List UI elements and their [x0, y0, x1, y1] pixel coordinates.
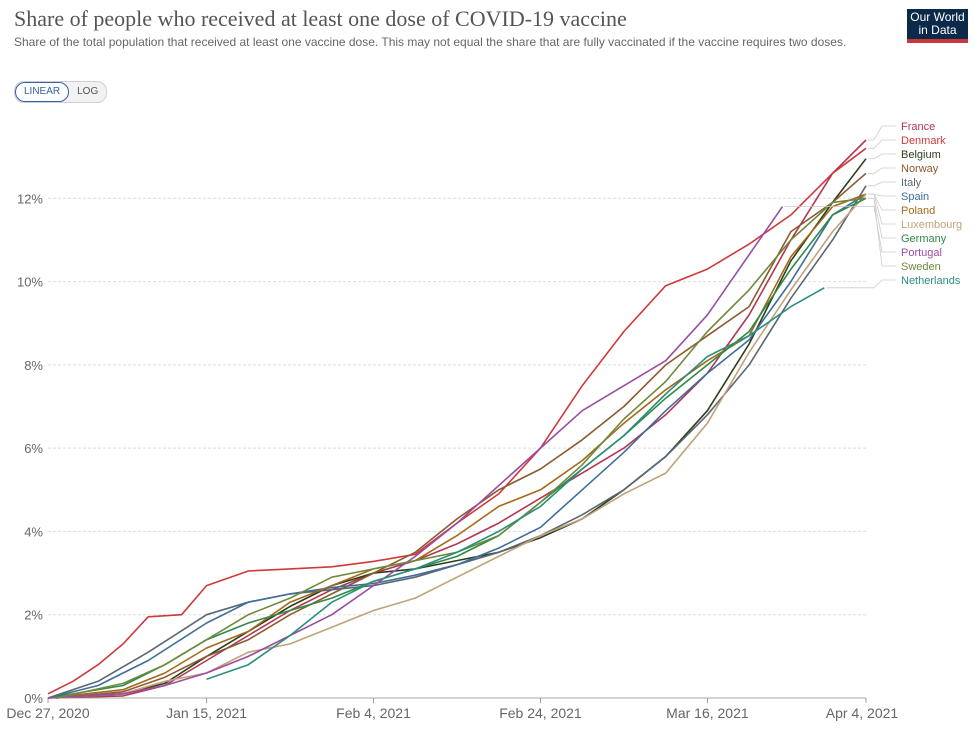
legend-label-france[interactable]: France: [901, 121, 935, 133]
legend-connector: [868, 193, 896, 225]
legend-label-italy[interactable]: Italy: [901, 177, 922, 189]
series-line-sweden[interactable]: [56, 197, 867, 699]
series-line-portugal[interactable]: [47, 206, 784, 699]
legend-connector: [868, 197, 896, 267]
x-tick-label: Feb 4, 2021: [336, 705, 411, 721]
chart-subtitle: Share of the total population that recei…: [14, 35, 847, 49]
y-tick-label: 0%: [24, 691, 43, 706]
legend-connector: [868, 139, 896, 149]
legend-label-netherlands[interactable]: Netherlands: [901, 275, 961, 287]
x-tick-label: Mar 16, 2021: [666, 705, 749, 721]
y-tick-label: 6%: [24, 441, 43, 456]
series-line-germany[interactable]: [47, 197, 867, 699]
owid-logo[interactable]: Our World in Data: [907, 9, 968, 43]
logo-line-2: in Data: [918, 23, 957, 37]
legend-label-norway[interactable]: Norway: [901, 163, 939, 175]
linear-scale-button[interactable]: LINEAR: [15, 82, 70, 102]
legend-connector: [868, 193, 896, 211]
legend-connector: [868, 167, 896, 174]
y-tick-label: 8%: [24, 358, 43, 373]
grid-lines: [48, 197, 866, 699]
y-axis: 0% 2% 4% 6% 8% 10% 12%: [17, 191, 43, 706]
log-scale-button[interactable]: LOG: [77, 86, 99, 97]
x-tick-label: Jan 15, 2021: [166, 705, 247, 721]
scale-toggle[interactable]: LINEAR LOG: [14, 81, 108, 103]
logo-line-1: Our World: [910, 10, 965, 24]
legend-label-portugal[interactable]: Portugal: [901, 247, 942, 259]
x-tick-label: Dec 27, 2020: [6, 705, 89, 721]
y-tick-label: 2%: [24, 608, 43, 623]
x-axis: Dec 27, 2020 Jan 15, 2021 Feb 4, 2021 Feb 2…: [6, 698, 898, 721]
legend-connector: [868, 153, 896, 160]
x-tick-label: Apr 4, 2021: [826, 705, 899, 721]
legend: France Denmark Belgium Norway Italy Spain Pola…: [784, 121, 962, 289]
legend-label-spain[interactable]: Spain: [901, 191, 929, 203]
legend-label-denmark[interactable]: Denmark: [901, 135, 946, 147]
series-line-belgium[interactable]: [56, 158, 867, 699]
legend-connector: [868, 181, 896, 187]
legend-label-belgium[interactable]: Belgium: [901, 149, 941, 161]
legend-connector: [826, 279, 896, 289]
y-tick-label: 4%: [24, 524, 43, 539]
y-tick-label: 10%: [17, 275, 43, 290]
legend-label-germany[interactable]: Germany: [901, 233, 947, 245]
legend-label-poland[interactable]: Poland: [901, 205, 935, 217]
legend-label-luxembourg[interactable]: Luxembourg: [901, 219, 962, 231]
legend-label-sweden[interactable]: Sweden: [901, 261, 941, 273]
series-line-norway[interactable]: [56, 172, 867, 699]
legend-connector: [868, 125, 896, 141]
series-line-netherlands[interactable]: [206, 287, 825, 681]
series-line-luxembourg[interactable]: [56, 193, 867, 699]
series-lines: [47, 139, 867, 699]
y-tick-label: 12%: [17, 191, 43, 206]
series-line-poland[interactable]: [47, 193, 867, 699]
series-line-france[interactable]: [47, 139, 867, 699]
series-line-italy[interactable]: [47, 185, 867, 699]
legend-connector: [868, 197, 896, 239]
series-line-denmark[interactable]: [47, 147, 867, 695]
x-tick-label: Feb 24, 2021: [499, 705, 582, 721]
series-line-spain[interactable]: [47, 193, 867, 699]
chart-title: Share of people who received at least on…: [14, 6, 627, 31]
